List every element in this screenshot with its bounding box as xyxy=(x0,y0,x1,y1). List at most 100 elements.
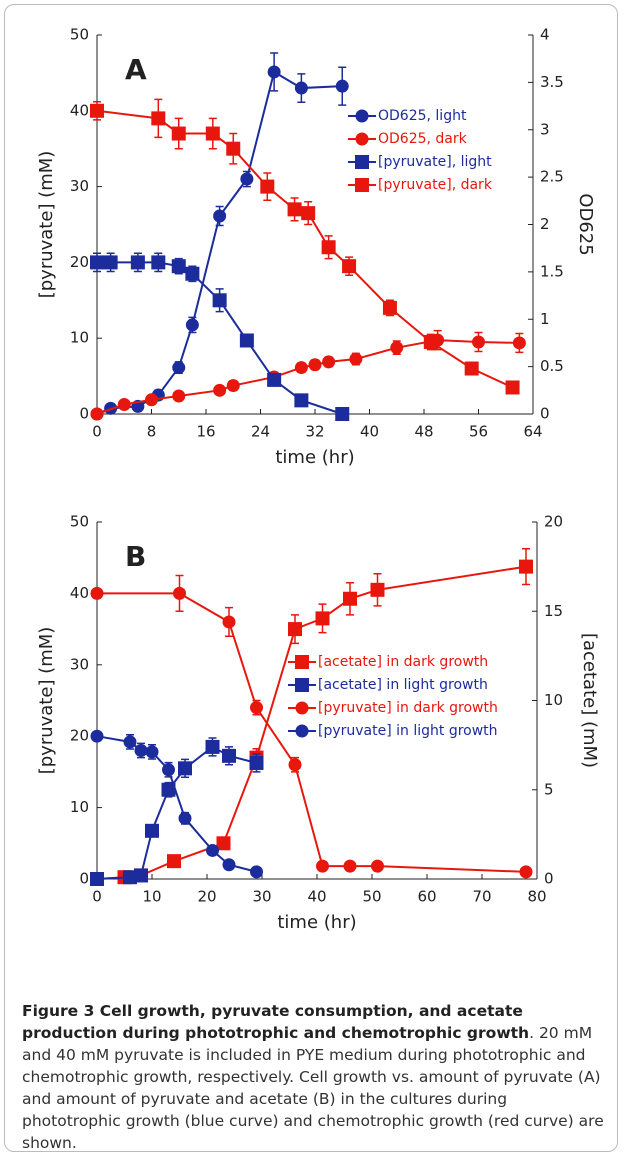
marker xyxy=(185,266,200,281)
y-tick-label: 20 xyxy=(70,727,89,745)
y2-tick-label: 3.5 xyxy=(540,73,564,91)
marker xyxy=(322,355,336,369)
marker xyxy=(90,255,104,270)
series xyxy=(90,729,263,879)
marker xyxy=(212,293,227,308)
marker xyxy=(343,591,357,606)
y2-tick-label: 1.5 xyxy=(540,262,564,280)
x-tick-label: 80 xyxy=(527,888,546,906)
marker xyxy=(213,209,227,223)
y-tick-label: 30 xyxy=(70,655,89,673)
marker xyxy=(171,126,186,141)
marker xyxy=(390,341,404,355)
legend-label: [pyruvate] in dark growth xyxy=(318,700,498,716)
marker xyxy=(321,240,336,255)
marker xyxy=(178,761,192,776)
legend-label: OD625, light xyxy=(378,108,467,124)
marker xyxy=(342,259,357,274)
caption: Figure 3 Cell growth, pyruvate consumpti… xyxy=(22,1000,606,1154)
x-tick-label: 32 xyxy=(305,423,324,441)
charts: 0 8 16 24 32 40 48 56 640102030405000.511.522.53… xyxy=(36,26,600,934)
marker xyxy=(213,383,227,397)
legend-marker xyxy=(355,132,369,146)
marker xyxy=(472,335,485,349)
marker xyxy=(222,858,236,872)
marker xyxy=(423,334,438,349)
marker xyxy=(249,755,264,770)
series-line xyxy=(96,109,513,389)
marker xyxy=(134,868,148,883)
series xyxy=(90,574,533,879)
marker xyxy=(288,622,302,637)
marker xyxy=(130,255,145,270)
marker xyxy=(519,865,533,879)
y2-tick-label: 2 xyxy=(540,215,550,233)
y-tick-label: 0 xyxy=(79,405,89,423)
marker xyxy=(226,141,241,156)
marker xyxy=(216,836,231,851)
x-tick-label: 10 xyxy=(142,888,161,906)
legend-marker xyxy=(295,655,309,669)
y2-axis-label: OD625 xyxy=(575,193,596,255)
legend-marker xyxy=(295,724,309,738)
marker xyxy=(90,586,104,600)
marker xyxy=(222,748,236,763)
y2-tick-label: 3 xyxy=(540,120,550,138)
marker xyxy=(260,179,275,194)
figure-card xyxy=(4,4,618,1152)
marker xyxy=(151,255,166,270)
marker xyxy=(103,255,118,270)
marker xyxy=(519,559,533,574)
legend-marker xyxy=(295,678,309,692)
marker xyxy=(162,763,175,777)
y-tick-label: 0 xyxy=(79,870,89,888)
legend-marker xyxy=(355,109,369,123)
marker xyxy=(464,361,479,376)
series xyxy=(90,252,350,421)
x-tick-label: 64 xyxy=(523,423,542,441)
marker xyxy=(90,872,104,886)
series xyxy=(90,98,520,395)
legend-label: [acetate] in dark growth xyxy=(318,654,488,670)
marker xyxy=(205,739,220,754)
legend-marker xyxy=(355,155,369,169)
x-axis-label: time (hr) xyxy=(277,912,356,933)
y2-tick-label: 4 xyxy=(540,26,550,44)
y-tick-label: 30 xyxy=(70,177,89,195)
legend-marker xyxy=(295,701,309,715)
x-tick-label: 70 xyxy=(472,888,491,906)
legend-label: [acetate] in light growth xyxy=(318,677,488,693)
marker xyxy=(288,758,302,772)
marker xyxy=(205,126,220,141)
marker xyxy=(294,81,308,95)
x-tick-label: 60 xyxy=(417,888,436,906)
y-tick-label: 40 xyxy=(70,101,89,119)
marker xyxy=(343,859,357,873)
marker xyxy=(308,358,322,372)
marker xyxy=(171,259,186,274)
caption-title: Figure 3 Cell growth, pyruvate consumpti… xyxy=(22,1002,530,1042)
marker xyxy=(123,735,137,749)
x-axis-label: time (hr) xyxy=(275,447,354,468)
legend-label: [pyruvate], dark xyxy=(378,177,493,193)
x-tick-label: 40 xyxy=(360,423,379,441)
marker xyxy=(123,870,137,885)
marker xyxy=(315,611,330,626)
x-tick-label: 0 xyxy=(92,888,102,906)
marker xyxy=(240,172,254,186)
y-tick-label: 20 xyxy=(70,253,89,271)
caption-text: . 20 mM and 40 mM pyruvate is included i… xyxy=(22,1024,604,1152)
legend-marker xyxy=(355,178,369,192)
marker xyxy=(287,202,302,217)
marker xyxy=(167,854,181,869)
y2-tick-label: 15 xyxy=(544,602,563,620)
y-tick-label: 10 xyxy=(70,798,89,816)
marker xyxy=(222,615,236,629)
marker xyxy=(294,393,309,408)
x-tick-label: 30 xyxy=(252,888,271,906)
marker xyxy=(301,206,316,221)
marker xyxy=(250,865,263,879)
x-tick-label: 20 xyxy=(197,888,216,906)
legend-label: OD625, dark xyxy=(378,131,468,147)
panel-label: B xyxy=(125,540,146,573)
